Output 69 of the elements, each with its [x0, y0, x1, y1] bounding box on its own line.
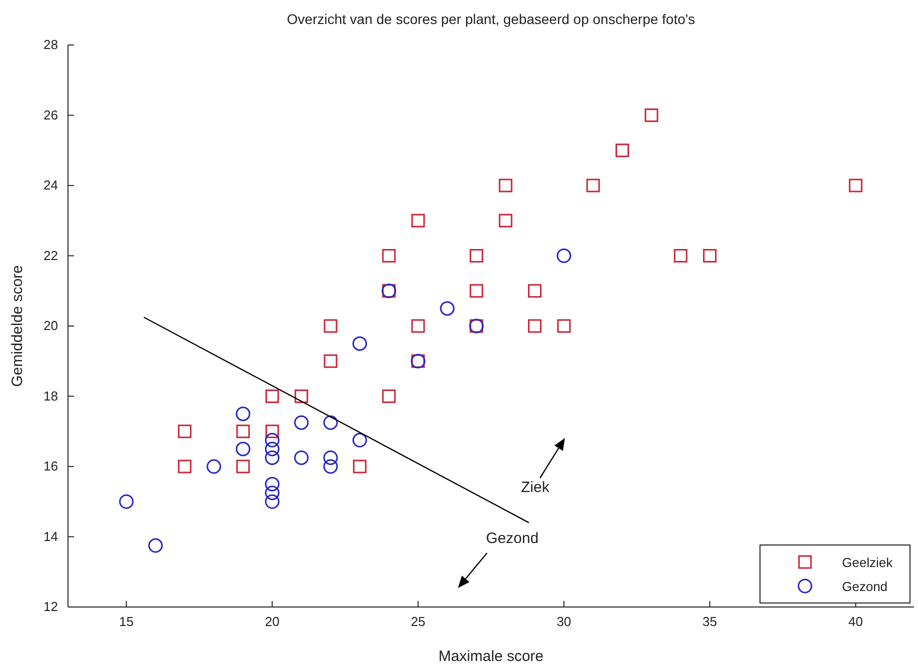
- point: [178, 460, 192, 474]
- x-tick-label: 30: [556, 614, 572, 630]
- point: [644, 108, 658, 122]
- point: [352, 432, 367, 448]
- point: [352, 336, 367, 351]
- point: [323, 450, 338, 465]
- y-tick-label: 14: [44, 528, 58, 544]
- point: [674, 249, 688, 262]
- x-tick-label: 40: [848, 614, 863, 630]
- point: [236, 406, 250, 422]
- point: [148, 538, 163, 553]
- point: [265, 390, 279, 403]
- y-tick-label: 12: [44, 599, 58, 614]
- y-tick-label: 20: [44, 318, 58, 334]
- point: [382, 249, 396, 262]
- x-tick-label: 25: [410, 614, 426, 630]
- point: [265, 424, 279, 438]
- y-tick-label: 16: [44, 458, 58, 474]
- point: [324, 354, 338, 368]
- point: [236, 424, 250, 438]
- chart-title: Overzicht van de scores per plant, gebaseerd op onscherpe foto's: [286, 11, 696, 27]
- point: [528, 284, 542, 298]
- point: [264, 442, 280, 456]
- point: [498, 214, 512, 228]
- point: [556, 248, 572, 263]
- point: [557, 319, 571, 333]
- point: [411, 214, 425, 228]
- point: [264, 450, 280, 465]
- point: [498, 178, 512, 192]
- y-tick-label: 18: [44, 388, 58, 404]
- annotation: Ziek: [521, 479, 550, 496]
- legend-label: Gezond: [842, 579, 888, 594]
- legend-label: Geelziek: [842, 555, 894, 570]
- point: [324, 319, 338, 333]
- point: [703, 249, 717, 262]
- y-tick-label: 24: [44, 178, 58, 193]
- point: [236, 442, 250, 456]
- point: [323, 459, 338, 474]
- point: [236, 460, 250, 474]
- point: [411, 319, 425, 333]
- point: [264, 494, 280, 509]
- annotation: Gezond: [486, 530, 539, 547]
- point: [294, 390, 308, 403]
- point: [470, 284, 484, 298]
- x-axis-title: Maximale score: [438, 648, 544, 665]
- x-tick-label: 35: [702, 614, 718, 630]
- y-tick-label: 26: [44, 107, 58, 122]
- point: [616, 144, 630, 158]
- point: [264, 486, 280, 500]
- x-tick-label: 20: [264, 614, 280, 630]
- point: [382, 390, 396, 403]
- x-tick-label: 15: [119, 614, 134, 630]
- point: [294, 450, 309, 465]
- point: [470, 249, 484, 262]
- point: [264, 476, 280, 492]
- point: [119, 494, 134, 509]
- point: [352, 460, 366, 474]
- point: [206, 459, 222, 474]
- y-tick-label: 28: [44, 37, 58, 52]
- y-tick-label: 22: [44, 248, 58, 263]
- point: [586, 178, 600, 192]
- point: [440, 301, 454, 316]
- point: [264, 432, 280, 448]
- point: [178, 424, 192, 438]
- point: [323, 415, 338, 430]
- point: [294, 415, 309, 430]
- y-axis-title: Gemiddelde score: [9, 265, 26, 387]
- point: [848, 178, 862, 192]
- point: [528, 319, 542, 333]
